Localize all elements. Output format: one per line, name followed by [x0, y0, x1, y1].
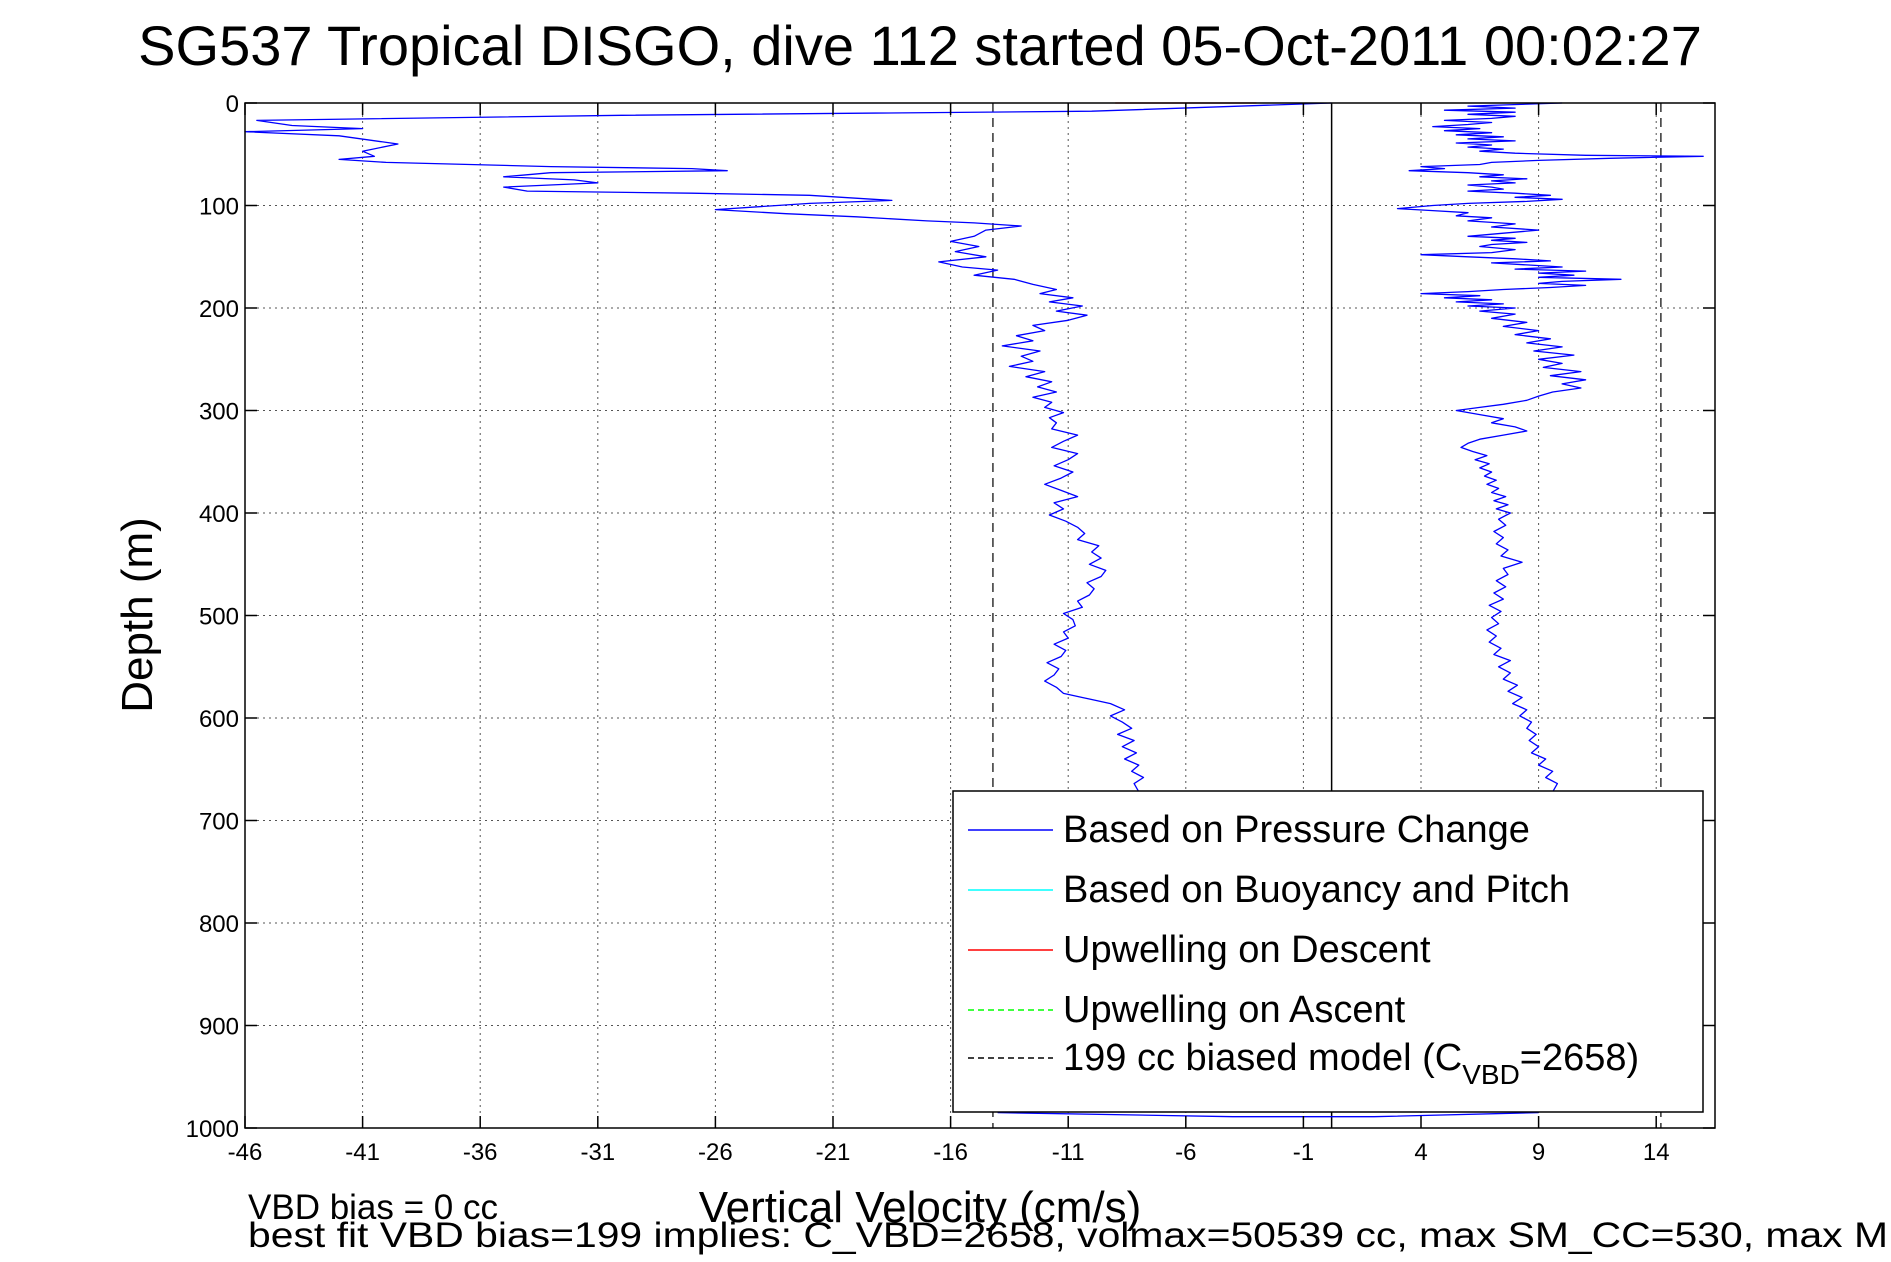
- x-tick-label: -41: [345, 1139, 380, 1166]
- legend-box: [952, 790, 1704, 1113]
- y-tick-label: 700: [199, 809, 239, 836]
- chart-title: SG537 Tropical DISGO, dive 112 started 0…: [138, 14, 1702, 77]
- series-line-0: [244, 102, 1332, 793]
- legend: Based on Pressure Change Based on Buoyanc…: [952, 790, 1704, 1113]
- legend-label-4: 199 cc biased model (CVBD=2658): [1063, 1037, 1639, 1090]
- x-tick-label: -31: [580, 1139, 615, 1166]
- x-tick-label: -16: [933, 1139, 968, 1166]
- x-tick-labels: -46 -41 -36 -31 -26 -21 -16 -11 -6 -1 4 9 14: [228, 1139, 1670, 1166]
- series-line-1: [1396, 102, 1704, 793]
- y-tick-label: 300: [199, 399, 239, 426]
- y-tick-label: 200: [199, 296, 239, 323]
- y-tick-label: 800: [199, 911, 239, 938]
- x-tick-label: -36: [463, 1139, 498, 1166]
- x-axis-label: Vertical Velocity (cm/s): [699, 1183, 1142, 1232]
- x-tick-label: 4: [1414, 1139, 1427, 1166]
- legend-label-2: Upwelling on Descent: [1063, 929, 1431, 971]
- footer-line-1: VBD bias = 0 cc: [248, 1188, 498, 1227]
- x-tick-label: -1: [1293, 1139, 1314, 1166]
- x-tick-label: 14: [1643, 1139, 1670, 1166]
- footer-line-2: best fit VBD bias=199 implies: C_VBD=265…: [248, 1216, 1888, 1255]
- x-tick-label: -6: [1175, 1139, 1196, 1166]
- x-tick-label: -21: [816, 1139, 851, 1166]
- x-tick-label: 9: [1532, 1139, 1545, 1166]
- y-tick-label: 400: [199, 501, 239, 528]
- y-tick-labels: 0 100 200 300 400 500 600 700 800 900 1000: [186, 91, 239, 1143]
- x-tick-label: -46: [228, 1139, 263, 1166]
- y-tick-label: 500: [199, 604, 239, 631]
- y-axis-label: Depth (m): [113, 517, 162, 713]
- y-tick-label: 0: [226, 91, 239, 118]
- axis-ticks: [244, 102, 1715, 1129]
- x-tick-label: -11: [1052, 1139, 1085, 1166]
- x-tick-label: -26: [698, 1139, 733, 1166]
- y-tick-label: 600: [199, 706, 239, 733]
- legend-label-1: Based on Buoyancy and Pitch: [1063, 869, 1570, 911]
- y-tick-label: 1000: [186, 1116, 239, 1143]
- y-tick-label: 900: [199, 1014, 239, 1041]
- legend-label-3: Upwelling on Ascent: [1063, 989, 1406, 1031]
- legend-label-0: Based on Pressure Change: [1063, 809, 1530, 851]
- y-tick-label: 100: [199, 194, 239, 221]
